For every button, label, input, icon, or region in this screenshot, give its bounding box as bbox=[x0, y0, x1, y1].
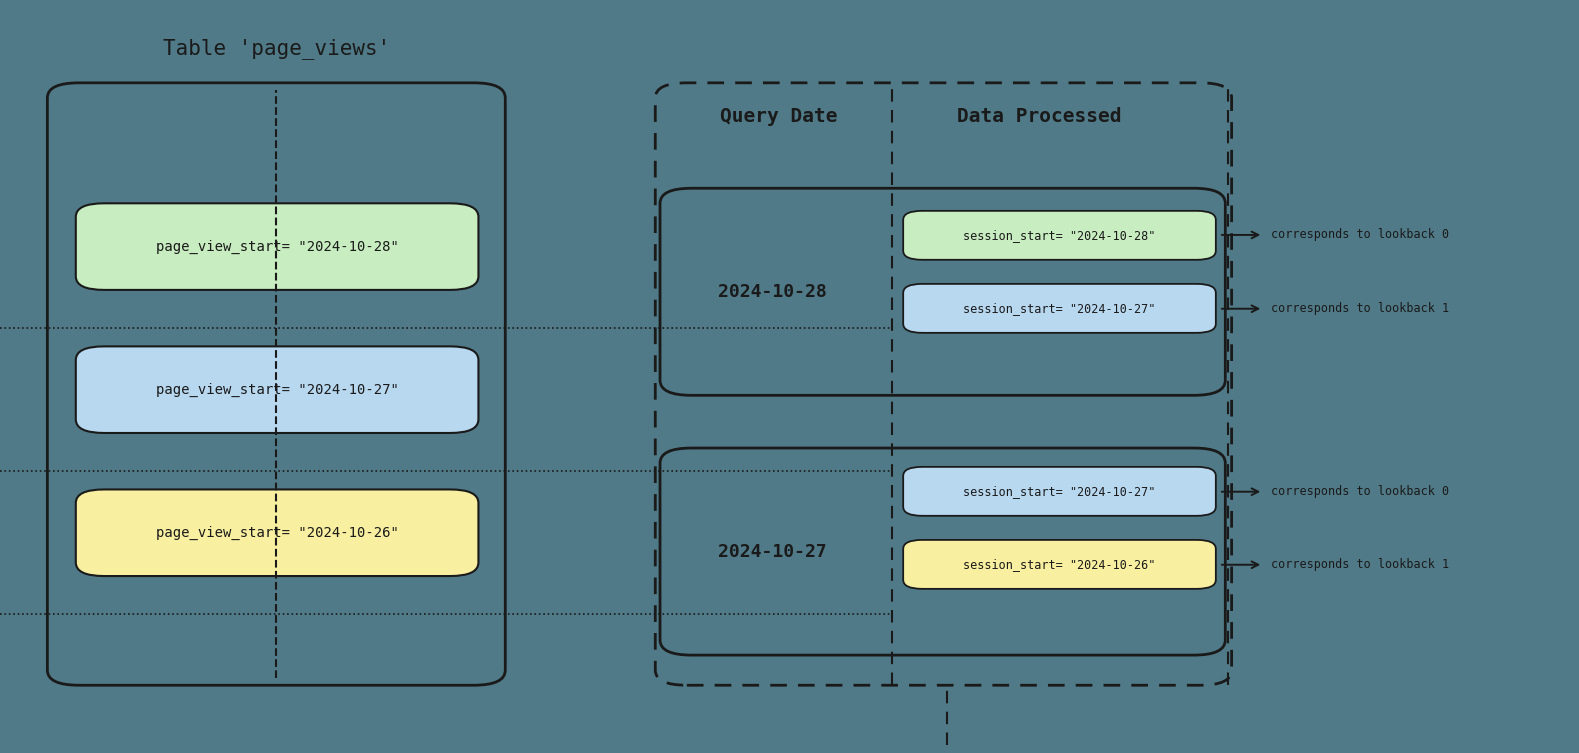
Text: Data Processed: Data Processed bbox=[957, 107, 1121, 127]
Text: Query Date: Query Date bbox=[720, 107, 837, 127]
Text: corresponds to lookback 1: corresponds to lookback 1 bbox=[1271, 302, 1450, 316]
Text: page_view_start= "2024-10-28": page_view_start= "2024-10-28" bbox=[156, 239, 398, 254]
FancyBboxPatch shape bbox=[903, 540, 1216, 589]
FancyBboxPatch shape bbox=[903, 211, 1216, 260]
FancyBboxPatch shape bbox=[47, 83, 505, 685]
FancyBboxPatch shape bbox=[76, 489, 478, 576]
Text: session_start= "2024-10-27": session_start= "2024-10-27" bbox=[963, 302, 1156, 315]
Text: session_start= "2024-10-27": session_start= "2024-10-27" bbox=[963, 485, 1156, 498]
Text: 2024-10-27: 2024-10-27 bbox=[718, 543, 826, 561]
FancyBboxPatch shape bbox=[903, 284, 1216, 333]
Text: 2024-10-28: 2024-10-28 bbox=[718, 283, 826, 301]
Text: corresponds to lookback 1: corresponds to lookback 1 bbox=[1271, 558, 1450, 572]
Text: page_view_start= "2024-10-26": page_view_start= "2024-10-26" bbox=[156, 526, 398, 540]
Text: session_start= "2024-10-28": session_start= "2024-10-28" bbox=[963, 229, 1156, 242]
Text: corresponds to lookback 0: corresponds to lookback 0 bbox=[1271, 485, 1450, 498]
FancyBboxPatch shape bbox=[76, 203, 478, 290]
FancyBboxPatch shape bbox=[76, 346, 478, 433]
FancyBboxPatch shape bbox=[660, 448, 1225, 655]
FancyBboxPatch shape bbox=[903, 467, 1216, 516]
Text: corresponds to lookback 0: corresponds to lookback 0 bbox=[1271, 228, 1450, 242]
Text: session_start= "2024-10-26": session_start= "2024-10-26" bbox=[963, 558, 1156, 571]
FancyBboxPatch shape bbox=[660, 188, 1225, 395]
FancyBboxPatch shape bbox=[655, 83, 1232, 685]
Text: page_view_start= "2024-10-27": page_view_start= "2024-10-27" bbox=[156, 383, 398, 397]
Text: Table 'page_views': Table 'page_views' bbox=[163, 38, 390, 59]
